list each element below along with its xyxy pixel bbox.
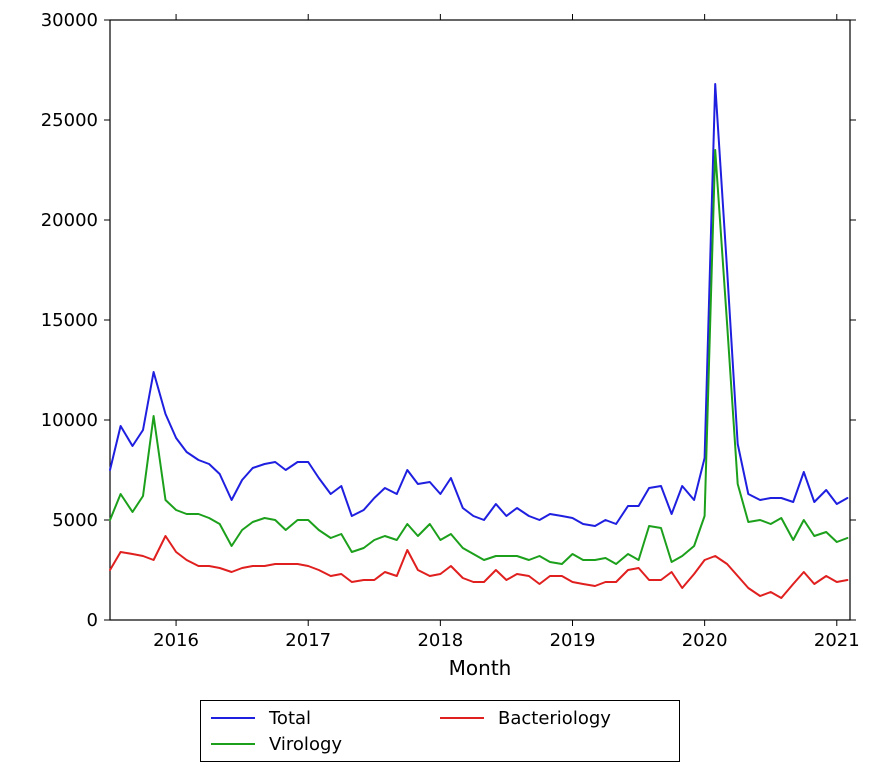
svg-text:10000: 10000 [41, 410, 98, 431]
legend-swatch-total [211, 717, 255, 719]
svg-text:15000: 15000 [41, 310, 98, 331]
chart-svg: 0 5000 10000 15000 20000 25000 30000 2016 2017 20… [0, 0, 880, 700]
legend-swatch-bacteriology [440, 717, 484, 719]
legend: Total Bacteriology Virology [200, 700, 680, 762]
legend-item-virology: Virology [211, 731, 440, 757]
svg-text:2021: 2021 [814, 630, 860, 651]
legend-label-bacteriology: Bacteriology [498, 708, 611, 729]
svg-text:2017: 2017 [285, 630, 331, 651]
svg-text:20000: 20000 [41, 210, 98, 231]
svg-text:2020: 2020 [682, 630, 728, 651]
svg-text:2016: 2016 [153, 630, 199, 651]
line-chart: 0 5000 10000 15000 20000 25000 30000 2016 2017 20… [0, 0, 880, 780]
svg-text:5000: 5000 [52, 510, 98, 531]
svg-text:30000: 30000 [41, 10, 98, 31]
svg-text:2018: 2018 [417, 630, 463, 651]
legend-swatch-virology [211, 743, 255, 745]
svg-text:0: 0 [87, 610, 98, 631]
svg-text:25000: 25000 [41, 110, 98, 131]
svg-text:Month: Month [449, 656, 512, 680]
legend-item-bacteriology: Bacteriology [440, 705, 669, 731]
legend-label-virology: Virology [269, 734, 342, 755]
legend-item-total: Total [211, 705, 440, 731]
svg-text:2019: 2019 [550, 630, 596, 651]
legend-label-total: Total [269, 708, 311, 729]
